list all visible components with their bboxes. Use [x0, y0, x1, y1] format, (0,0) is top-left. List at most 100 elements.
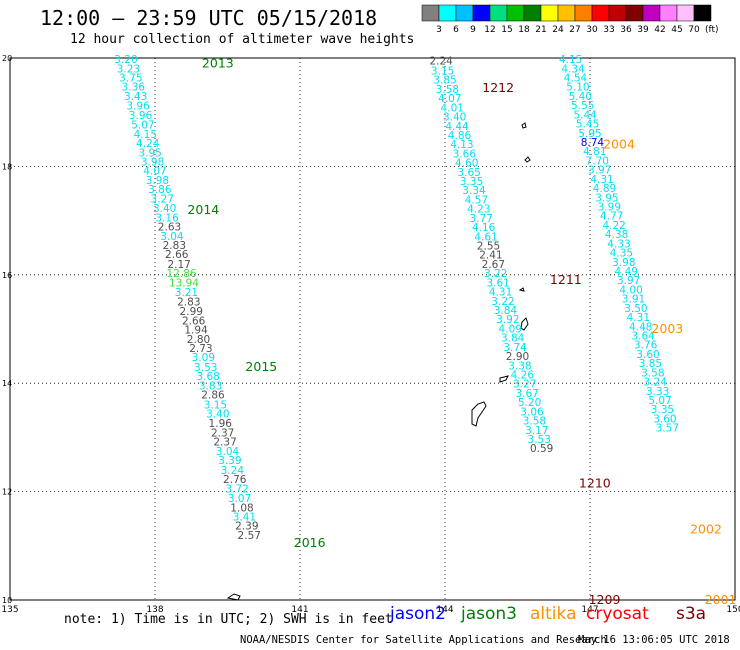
- swh-value: 4.23: [467, 204, 490, 216]
- swh-value: 3.98: [141, 157, 164, 169]
- swh-value: 5.55: [571, 100, 594, 112]
- swh-value: 13.94: [169, 277, 199, 289]
- swh-value: 4.60: [455, 158, 478, 170]
- swh-value: 4.31: [590, 174, 613, 186]
- lon-tick-label: 144: [436, 605, 453, 615]
- swh-value: 4.86: [448, 130, 472, 142]
- swh-value: 1.94: [184, 325, 208, 337]
- colorbar-label: 27: [569, 25, 580, 35]
- swh-value: 4.15: [559, 54, 582, 66]
- swh-value: 3.60: [636, 349, 659, 361]
- swh-value: 3.27: [151, 193, 174, 205]
- swh-value: 4.38: [605, 229, 628, 241]
- swh-value: 5.10: [566, 82, 589, 94]
- swh-value: 2.24: [429, 56, 453, 68]
- legend-s3a: s3a: [676, 604, 707, 624]
- swh-value: 2.76: [223, 474, 247, 486]
- swh-value: 3.61: [486, 277, 509, 289]
- island-outline: [471, 401, 487, 427]
- map-title: 12:00 – 23:59 UTC 05/15/2018: [40, 6, 378, 30]
- swh-value: 2.67: [482, 259, 505, 271]
- swh-value: 3.07: [228, 493, 251, 505]
- swh-value: 3.98: [146, 175, 169, 187]
- generated-timestamp: May 16 13:06:05 UTC 2018: [578, 634, 730, 646]
- swh-value: 3.04: [216, 446, 240, 458]
- colorbar-label: 45: [671, 25, 682, 35]
- swh-value: 4.33: [607, 238, 630, 250]
- colorbar-label: 9: [470, 25, 476, 35]
- island-outline: [226, 593, 241, 601]
- footnote: note: 1) Time is in UTC; 2) SWH is in fe…: [64, 612, 393, 627]
- swh-value: 4.89: [593, 183, 616, 195]
- swh-value: 2.37: [213, 437, 236, 449]
- swh-value: 2.17: [167, 259, 190, 271]
- colorbar-swatch: [693, 4, 712, 22]
- track-time-label: 2001: [705, 592, 737, 607]
- swh-value: 3.27: [513, 379, 536, 391]
- track-time-label: 2004: [603, 137, 635, 152]
- swh-value: 3.15: [431, 65, 454, 77]
- swh-value: 3.97: [617, 275, 640, 287]
- swh-value: 3.84: [494, 305, 518, 317]
- lat-tick-label: 16: [2, 271, 12, 280]
- swh-value: 5.07: [648, 395, 671, 407]
- swh-value: 4.07: [438, 93, 461, 105]
- legend-cryosat: cryosat: [586, 604, 649, 624]
- swh-value: 3.38: [508, 360, 531, 372]
- lat-tick-label: 20: [2, 54, 12, 63]
- swh-value: 5.20: [518, 397, 541, 409]
- legend-altika: altika: [530, 604, 577, 624]
- lon-tick-label: 135: [1, 605, 18, 615]
- track-time-label: 2015: [245, 359, 277, 374]
- swh-value: 4.49: [615, 266, 638, 278]
- swh-value: 3.50: [624, 303, 647, 315]
- swh-value: 3.85: [433, 75, 456, 87]
- swh-value: 2.99: [180, 306, 203, 318]
- track-time-label: 1211: [550, 272, 582, 287]
- swh-value: 3.36: [122, 82, 146, 94]
- colorbar-label: 42: [654, 25, 665, 35]
- swh-value: 3.53: [528, 434, 551, 446]
- swh-value: 3.22: [484, 268, 507, 280]
- colorbar-label: 70: [688, 25, 700, 35]
- swh-value: 2.39: [235, 521, 258, 533]
- swh-value: 2.80: [187, 334, 210, 346]
- swh-value: 2.83: [177, 296, 200, 308]
- swh-value: 5.40: [569, 91, 592, 103]
- legend-jason3: jason3: [461, 604, 517, 624]
- swh-value: 4.09: [499, 323, 522, 335]
- swh-value: 4.81: [583, 146, 606, 158]
- swh-value: 3.35: [460, 176, 483, 188]
- swh-value: 3.40: [443, 112, 466, 124]
- track-time-label: 1212: [482, 80, 514, 95]
- swh-value: 4.01: [441, 102, 464, 114]
- lon-tick-label: 150: [726, 605, 740, 615]
- lon-tick-label: 147: [581, 605, 598, 615]
- swh-value: 12.86: [167, 268, 197, 280]
- swh-value: 3.58: [436, 84, 459, 96]
- swh-value: 3.65: [457, 167, 480, 179]
- swh-value: 4.44: [445, 121, 469, 133]
- swh-value: 4.07: [143, 166, 166, 178]
- swh-value: 4.35: [610, 248, 633, 260]
- swh-value: 4.26: [511, 370, 535, 382]
- swh-value: 3.06: [520, 406, 544, 418]
- swh-value: 0.59: [530, 443, 553, 455]
- swh-value: 5.44: [573, 109, 597, 121]
- lat-tick-label: 14: [2, 379, 12, 388]
- swh-value: 3.84: [501, 333, 525, 345]
- swh-value: 5.95: [578, 128, 601, 140]
- swh-value: 1.96: [209, 418, 233, 430]
- swh-value: 3.96: [126, 101, 150, 113]
- colorbar-label: 36: [620, 25, 632, 35]
- island-outline: [518, 287, 525, 292]
- swh-value: 5.45: [576, 119, 599, 131]
- colorbar-label: 39: [637, 25, 649, 35]
- colorbar-unit: (ft): [705, 25, 719, 35]
- track-time-label: 2016: [294, 535, 326, 550]
- lat-tick-label: 10: [2, 596, 12, 605]
- swh-value: 3.04: [160, 231, 184, 243]
- swh-value: 3.20: [114, 54, 137, 66]
- swh-value: 3.15: [204, 399, 227, 411]
